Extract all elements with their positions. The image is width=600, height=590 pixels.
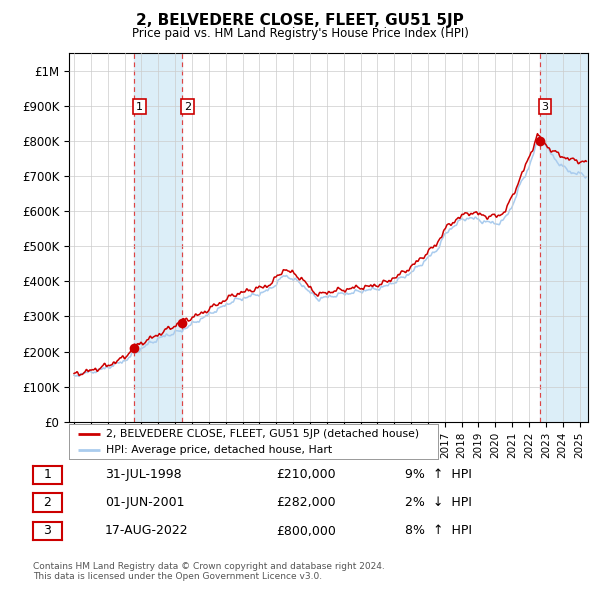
Text: 17-AUG-2022: 17-AUG-2022 xyxy=(105,525,188,537)
Text: 3: 3 xyxy=(43,525,52,537)
Text: 8%  ↑  HPI: 8% ↑ HPI xyxy=(405,525,472,537)
Text: 1: 1 xyxy=(43,468,52,481)
Text: 2%  ↓  HPI: 2% ↓ HPI xyxy=(405,496,472,509)
Text: 3: 3 xyxy=(541,101,548,112)
Text: This data is licensed under the Open Government Licence v3.0.: This data is licensed under the Open Gov… xyxy=(33,572,322,581)
Text: 2, BELVEDERE CLOSE, FLEET, GU51 5JP (detached house): 2, BELVEDERE CLOSE, FLEET, GU51 5JP (det… xyxy=(106,430,419,439)
Text: 2: 2 xyxy=(43,496,52,509)
Bar xyxy=(134,53,182,422)
Text: £800,000: £800,000 xyxy=(276,525,336,537)
Text: HPI: Average price, detached house, Hart: HPI: Average price, detached house, Hart xyxy=(106,445,332,455)
Text: £282,000: £282,000 xyxy=(276,496,335,509)
Text: Contains HM Land Registry data © Crown copyright and database right 2024.: Contains HM Land Registry data © Crown c… xyxy=(33,562,385,571)
Bar xyxy=(539,53,588,422)
Text: 1: 1 xyxy=(136,101,143,112)
Text: Price paid vs. HM Land Registry's House Price Index (HPI): Price paid vs. HM Land Registry's House … xyxy=(131,27,469,40)
Text: 01-JUN-2001: 01-JUN-2001 xyxy=(105,496,185,509)
Text: £210,000: £210,000 xyxy=(276,468,335,481)
Text: 31-JUL-1998: 31-JUL-1998 xyxy=(105,468,182,481)
Text: 2: 2 xyxy=(184,101,191,112)
Text: 2, BELVEDERE CLOSE, FLEET, GU51 5JP: 2, BELVEDERE CLOSE, FLEET, GU51 5JP xyxy=(136,13,464,28)
Text: 9%  ↑  HPI: 9% ↑ HPI xyxy=(405,468,472,481)
